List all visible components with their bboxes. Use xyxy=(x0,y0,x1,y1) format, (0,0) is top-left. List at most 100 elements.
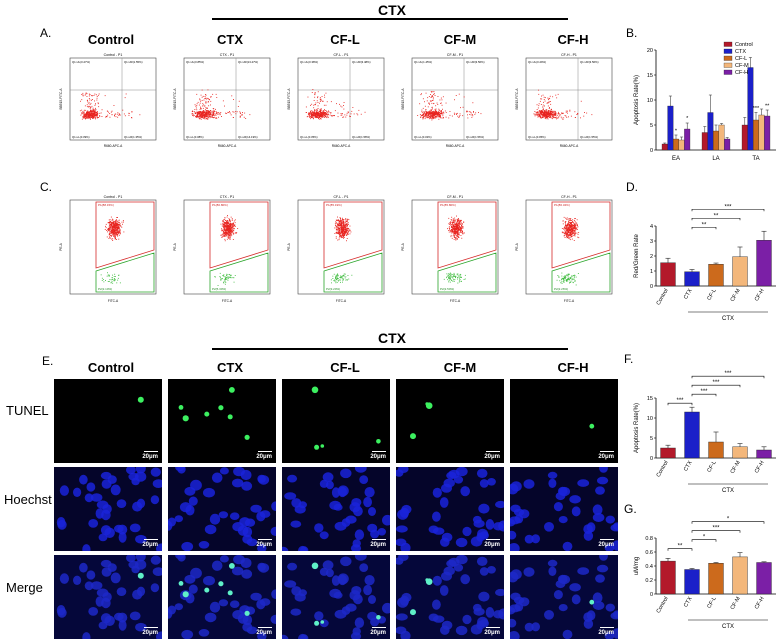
y-tick-label: 3 xyxy=(650,239,653,245)
event-dot xyxy=(87,118,88,119)
event-dot-red xyxy=(116,232,117,233)
event-dot-red xyxy=(230,224,231,225)
event-dot-green xyxy=(103,279,104,280)
gate-p1-label: P1(88.15%) xyxy=(98,203,114,207)
event-dot xyxy=(320,118,321,119)
event-dot xyxy=(435,114,436,115)
nucleus xyxy=(548,472,558,479)
event-dot xyxy=(336,103,337,104)
event-dot-green xyxy=(340,275,341,276)
event-dot xyxy=(202,111,203,112)
event-dot-red xyxy=(107,237,108,238)
event-dot-red xyxy=(230,237,231,238)
event-dot xyxy=(544,112,545,113)
event-dot xyxy=(114,105,115,106)
event-dot xyxy=(208,89,209,90)
event-dot xyxy=(574,111,575,112)
event-dot xyxy=(324,112,325,113)
event-dot-red xyxy=(226,232,227,233)
event-dot-red xyxy=(562,228,563,229)
event-dot xyxy=(320,109,321,110)
event-dot xyxy=(323,116,324,117)
event-dot-red xyxy=(342,218,343,219)
plot-frame xyxy=(70,200,156,294)
event-dot-green xyxy=(340,276,341,277)
nucleus xyxy=(79,475,88,485)
event-dot-green xyxy=(333,280,334,281)
event-dot-red xyxy=(106,224,107,225)
event-dot xyxy=(554,117,555,118)
event-dot xyxy=(313,113,314,114)
nucleus xyxy=(480,567,489,576)
event-dot-red xyxy=(110,238,111,239)
event-dot-red xyxy=(572,230,573,231)
nucleus xyxy=(442,621,453,630)
event-dot-red xyxy=(236,233,237,234)
event-dot-green xyxy=(235,275,236,276)
event-dot-red xyxy=(341,225,342,226)
event-dot xyxy=(440,103,441,104)
event-dot xyxy=(335,110,336,111)
micro-tunel-cf-m: 20μm xyxy=(396,379,504,463)
event-dot xyxy=(548,119,549,120)
event-dot xyxy=(334,115,335,116)
event-dot xyxy=(543,108,544,109)
event-dot xyxy=(139,114,140,115)
event-dot xyxy=(99,113,100,114)
event-dot xyxy=(310,118,311,119)
event-dot-green xyxy=(450,273,451,274)
event-dot xyxy=(89,117,90,118)
event-dot xyxy=(317,100,318,101)
event-dot-red xyxy=(459,226,460,227)
event-dot-red xyxy=(450,231,451,232)
event-dot-green xyxy=(562,278,563,279)
event-dot xyxy=(433,118,434,119)
nucleus xyxy=(97,589,109,597)
event-dot xyxy=(226,113,227,114)
nucleus xyxy=(359,475,368,484)
event-dot xyxy=(580,117,581,118)
event-dot xyxy=(558,116,559,117)
event-dot-red xyxy=(348,222,349,223)
event-dot-red xyxy=(457,221,458,222)
event-dot xyxy=(549,114,550,115)
nucleus xyxy=(359,563,368,572)
event-dot xyxy=(326,114,327,115)
nucleus xyxy=(271,589,276,599)
event-dot xyxy=(95,115,96,116)
y-tick-label: 0 xyxy=(650,148,653,154)
event-dot xyxy=(429,117,430,118)
event-dot xyxy=(201,95,202,96)
event-dot xyxy=(216,97,217,98)
event-dot-red xyxy=(122,222,123,223)
event-dot-red xyxy=(231,227,232,228)
event-dot xyxy=(95,105,96,106)
event-dot-red xyxy=(231,232,232,233)
event-dot xyxy=(313,115,314,116)
event-dot xyxy=(428,112,429,113)
event-dot xyxy=(198,117,199,118)
event-dot-red xyxy=(565,222,566,223)
apoptotic-cell xyxy=(321,620,325,624)
gate-p2-label: P2(5.30%) xyxy=(212,287,226,291)
event-dot xyxy=(425,106,426,107)
event-dot xyxy=(324,109,325,110)
event-dot-red xyxy=(451,217,452,218)
nucleus xyxy=(101,598,111,608)
event-dot xyxy=(94,111,95,112)
nucleus xyxy=(298,501,307,508)
event-dot-red xyxy=(338,219,339,220)
event-dot-green xyxy=(109,279,110,280)
event-dot xyxy=(109,113,110,114)
event-dot xyxy=(218,117,219,118)
event-dot xyxy=(343,109,344,110)
event-dot xyxy=(547,98,548,99)
event-dot-red xyxy=(118,224,119,225)
event-dot-red xyxy=(222,226,223,227)
event-dot xyxy=(220,114,221,115)
legend-swatch-cf-l xyxy=(724,56,732,61)
panel-label-a: A. xyxy=(40,26,51,40)
event-dot-green xyxy=(568,279,569,280)
